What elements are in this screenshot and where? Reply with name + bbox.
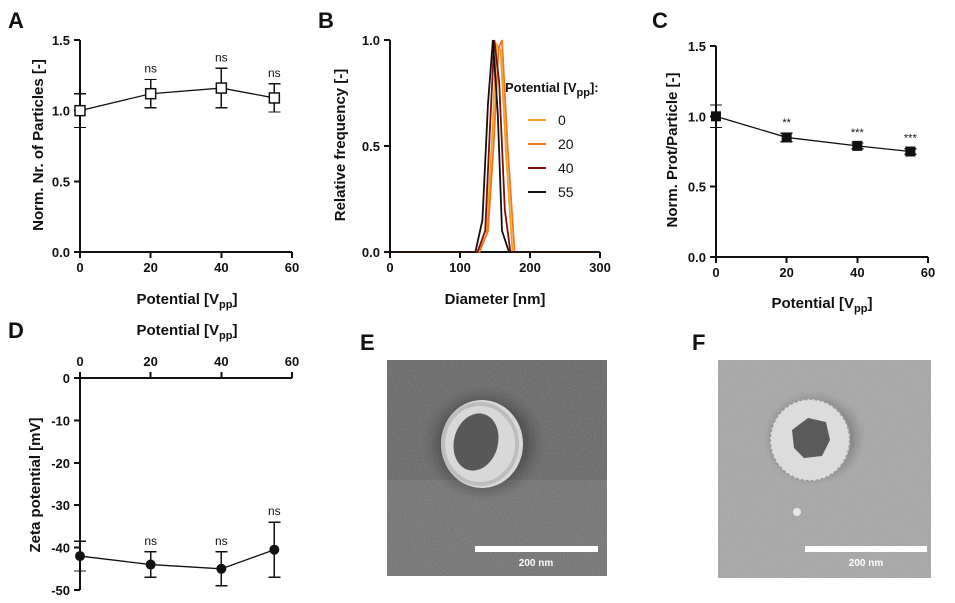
chart-c-y-tick-label: 0.5 xyxy=(688,180,706,195)
chart-b-series-55 xyxy=(390,39,600,253)
chart-d-x-tick-label: 40 xyxy=(214,354,228,369)
chart-d-ylabel: Zeta potential [mV] xyxy=(27,417,44,552)
chart-c: Norm. Prot/Particle [-] Potential [Vpp] … xyxy=(664,39,935,315)
chart-c-point xyxy=(905,146,916,157)
chart-a-point xyxy=(215,82,228,94)
chart-d-y-tick-label: 0 xyxy=(63,371,70,386)
chart-b-legend-label: 40 xyxy=(558,160,574,176)
chart-c-series-line xyxy=(715,115,911,153)
chart-c-ylabel: Norm. Prot/Particle [-] xyxy=(664,72,681,227)
chart-d: Zeta potential [mV] Potential [Vpp] 0 20 4… xyxy=(27,322,299,598)
chart-b-legend-label: 55 xyxy=(558,184,574,200)
chart-d-x-tick-label: 60 xyxy=(285,354,299,369)
chart-b-series-40 xyxy=(390,39,600,253)
chart-a-point xyxy=(74,104,86,117)
chart-b-series-0 xyxy=(390,41,600,253)
chart-c-point xyxy=(781,132,792,143)
chart-a-y-tick-label: 1.5 xyxy=(52,33,70,48)
chart-b: Relative frequency [-] Diameter [nm] Pot… xyxy=(332,33,611,308)
chart-b-legend-label: 0 xyxy=(558,112,566,128)
chart-d-significance-label: ns xyxy=(268,504,281,518)
vesicle-f-lumen xyxy=(792,418,830,458)
chart-a-significance-label: ns xyxy=(215,50,228,64)
chart-b-legend-label: 20 xyxy=(558,136,574,152)
scale-bar-f-label: 200 nm xyxy=(849,558,884,569)
chart-b-series-20 xyxy=(390,39,600,253)
panel-letter-a: A xyxy=(8,8,24,33)
chart-d-y-tick-label: -20 xyxy=(51,456,70,471)
panel-letter-e: E xyxy=(360,330,375,355)
scale-bar-e xyxy=(475,546,598,552)
chart-a-xlabel: Potential [Vpp] xyxy=(137,291,238,311)
scale-bar-e-label: 200 nm xyxy=(519,558,554,569)
chart-a: Norm. Nr. of Particles [-] Potential [Vp… xyxy=(30,33,299,311)
chart-b-x-tick-label: 100 xyxy=(449,260,471,275)
chart-a-significance-label: ns xyxy=(144,62,157,76)
chart-b-legend-title: Potential [Vpp]: xyxy=(505,80,599,99)
chart-c-y-tick-label: 1.5 xyxy=(688,39,706,54)
chart-a-ylabel: Norm. Nr. of Particles [-] xyxy=(30,59,47,231)
chart-a-significance-label: ns xyxy=(268,66,281,80)
chart-d-y-tick-label: -40 xyxy=(51,541,70,556)
scale-bar-f xyxy=(805,546,927,552)
chart-d-y-tick-label: -50 xyxy=(51,583,70,598)
chart-c-significance-label: ** xyxy=(782,117,791,129)
chart-d-x-tick-label: 0 xyxy=(76,354,83,369)
chart-a-x-tick-label: 40 xyxy=(214,260,228,275)
chart-b-y-tick-label: 0.5 xyxy=(362,139,380,154)
chart-d-point xyxy=(145,559,156,570)
chart-d-significance-label: ns xyxy=(215,534,228,548)
chart-d-y-tick-label: -30 xyxy=(51,498,70,513)
chart-c-xlabel: Potential [Vpp] xyxy=(772,295,873,315)
micrograph-f: 200 nm xyxy=(718,360,931,578)
chart-c-significance-label: *** xyxy=(904,133,918,145)
chart-c-y-tick-label: 0.0 xyxy=(688,250,706,265)
chart-c-x-tick-label: 40 xyxy=(850,265,864,280)
chart-a-y-tick-label: 1.0 xyxy=(52,104,70,119)
chart-c-x-tick-label: 20 xyxy=(779,265,793,280)
chart-d-point xyxy=(216,563,227,574)
panel-letter-b: B xyxy=(318,8,334,33)
chart-d-point xyxy=(75,551,85,562)
chart-a-series-line xyxy=(79,87,275,112)
chart-a-x-tick-label: 0 xyxy=(76,260,83,275)
chart-d-x-tick-label: 20 xyxy=(143,354,157,369)
chart-d-xlabel: Potential [Vpp] xyxy=(137,322,238,342)
panel-letter-f: F xyxy=(692,330,705,355)
chart-a-y-tick-label: 0.5 xyxy=(52,174,70,189)
chart-b-xlabel: Diameter [nm] xyxy=(445,291,546,308)
chart-d-y-tick-label: -10 xyxy=(51,413,70,428)
chart-a-x-tick-label: 20 xyxy=(143,260,157,275)
chart-c-x-tick-label: 0 xyxy=(712,265,719,280)
panel-letter-d: D xyxy=(8,318,24,343)
chart-d-significance-label: ns xyxy=(144,534,157,548)
chart-c-point xyxy=(711,111,721,122)
chart-c-significance-label: *** xyxy=(851,127,865,139)
chart-a-point xyxy=(268,92,281,104)
chart-c-y-tick-label: 1.0 xyxy=(688,109,706,124)
chart-a-x-tick-label: 60 xyxy=(285,260,299,275)
chart-c-x-tick-label: 60 xyxy=(921,265,935,280)
chart-d-point xyxy=(269,544,280,555)
chart-b-y-tick-label: 1.0 xyxy=(362,33,380,48)
chart-b-x-tick-label: 200 xyxy=(519,260,541,275)
chart-a-y-tick-label: 0.0 xyxy=(52,245,70,260)
micrograph-e: 200 nm xyxy=(387,360,607,576)
chart-a-point xyxy=(144,87,157,100)
chart-c-point xyxy=(852,140,863,151)
chart-b-ylabel: Relative frequency [-] xyxy=(332,69,349,222)
chart-b-y-tick-label: 0.0 xyxy=(362,245,380,260)
chart-d-series-line xyxy=(79,549,275,570)
chart-b-x-tick-label: 300 xyxy=(589,260,611,275)
vesicle-e-lumen xyxy=(453,413,499,471)
chart-b-x-tick-label: 0 xyxy=(386,260,393,275)
panel-letter-c: C xyxy=(652,8,668,33)
